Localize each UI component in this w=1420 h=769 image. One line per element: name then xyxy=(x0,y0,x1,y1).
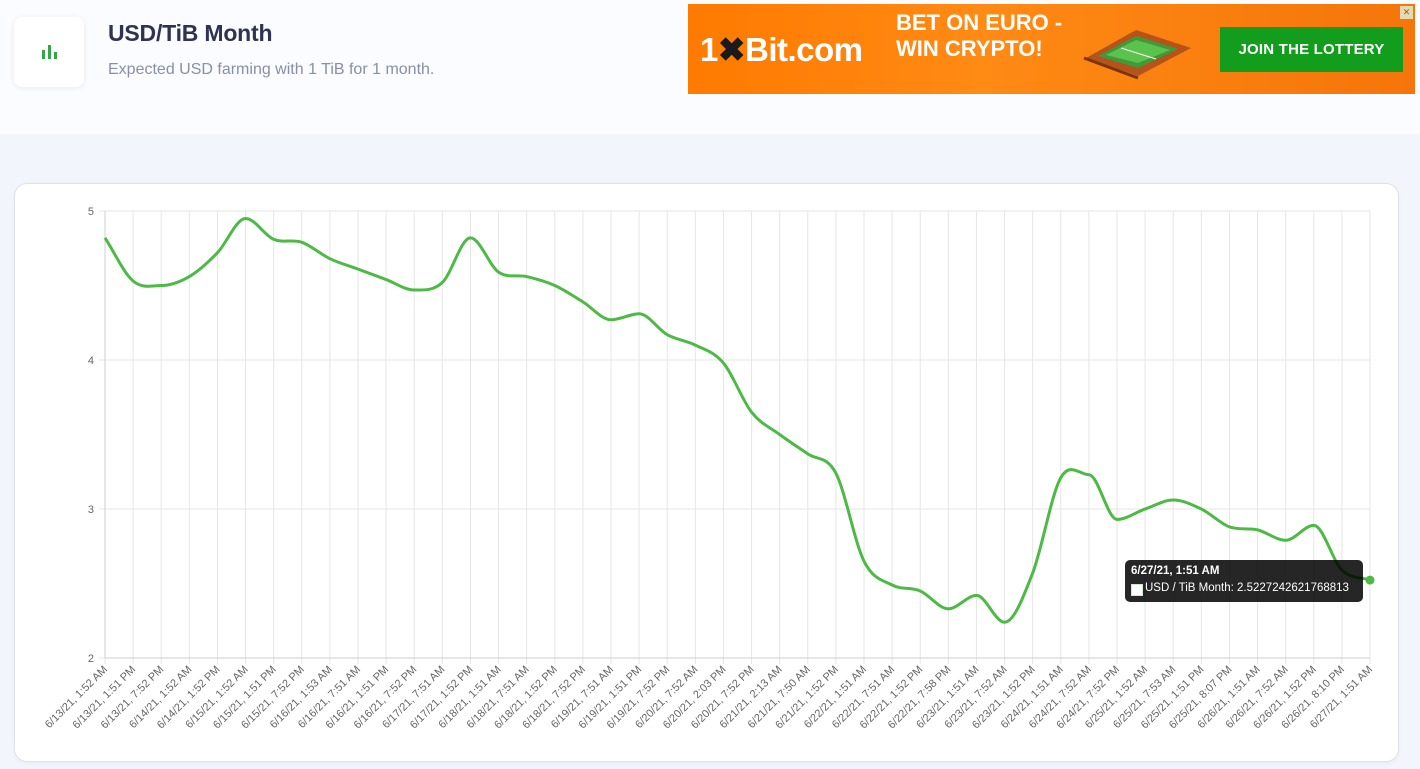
page-header: USD/TiB Month Expected USD farming with … xyxy=(0,0,1420,134)
y-tick-label: 3 xyxy=(88,504,94,516)
page-subtitle: Expected USD farming with 1 TiB for 1 mo… xyxy=(108,61,435,78)
chart-icon-card xyxy=(14,17,84,87)
stadium-icon xyxy=(1083,30,1191,80)
active-data-point xyxy=(1365,575,1375,585)
ad-brand-logo: 1✖Bit.com xyxy=(700,31,863,68)
y-tick-label: 4 xyxy=(88,355,94,367)
chart-tooltip: 6/27/21, 1:51 AM USD / TiB Month: 2.5227… xyxy=(1125,560,1363,602)
series-line xyxy=(103,216,1371,624)
ad-slogan: BET ON EURO - WIN CRYPTO! xyxy=(896,10,1063,61)
y-tick-label: 5 xyxy=(88,206,94,218)
y-tick-label: 2 xyxy=(88,653,94,665)
join-lottery-button[interactable]: JOIN THE LOTTERY xyxy=(1220,27,1403,72)
chart-card: 2 3 4 5 6/13/21, 1:52 AM 6/13/21, 1:51 PM 6/13… xyxy=(15,184,1398,761)
tooltip-title: 6/27/21, 1:51 AM xyxy=(1131,565,1220,577)
tooltip-label: USD / TiB Month: 2.5227242621768813 xyxy=(1145,582,1349,594)
ad-close-icon[interactable]: ✕ xyxy=(1400,6,1413,19)
ad-banner[interactable]: 1✖Bit.com BET ON EURO - WIN CRYPTO! JOIN… xyxy=(688,4,1415,94)
page-title: USD/TiB Month xyxy=(108,20,273,46)
tooltip-swatch xyxy=(1131,584,1143,596)
